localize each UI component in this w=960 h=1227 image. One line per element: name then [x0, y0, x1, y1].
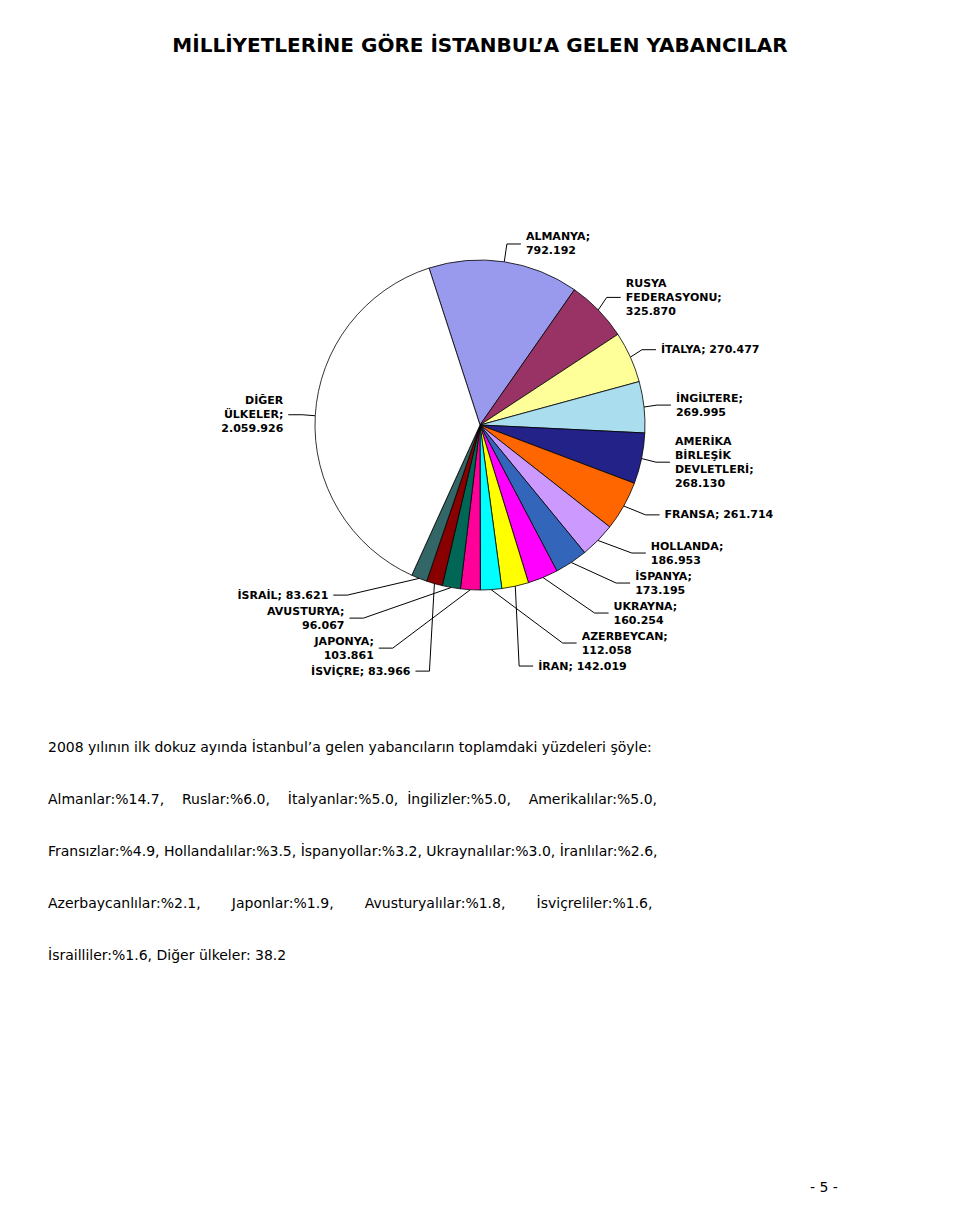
svg-text:112.058: 112.058	[582, 644, 632, 657]
svg-text:İTALYA; 270.477: İTALYA; 270.477	[661, 342, 760, 356]
svg-text:BİRLEŞİK: BİRLEŞİK	[675, 448, 731, 462]
svg-text:MİLLİYETLERİNE GÖRE İSTANBUL’A: MİLLİYETLERİNE GÖRE İSTANBUL’A GELEN YAB…	[172, 33, 787, 57]
svg-text:173.195: 173.195	[635, 584, 685, 597]
svg-text:AZERBEYCAN;: AZERBEYCAN;	[582, 630, 668, 643]
svg-text:ALMANYA;: ALMANYA;	[526, 230, 590, 243]
svg-text:DİĞER: DİĞER	[245, 393, 284, 407]
svg-text:İNGİLTERE;: İNGİLTERE;	[676, 391, 743, 405]
svg-text:İRAN; 142.019: İRAN; 142.019	[538, 659, 627, 673]
svg-text:AVUSTURYA;: AVUSTURYA;	[267, 605, 344, 618]
svg-text:İsrailliler:%1.6, Diğer ülkele: İsrailliler:%1.6, Diğer ülkeler: 38.2	[48, 946, 286, 963]
svg-text:Azerbaycanlılar:%2.1, Ja: Azerbaycanlılar:%2.1, Japonlar:%1.9, Avu…	[48, 894, 652, 911]
svg-text:ÜLKELER;: ÜLKELER;	[224, 407, 283, 421]
svg-text:2.059.926: 2.059.926	[221, 422, 283, 435]
svg-text:DEVLETLERİ;: DEVLETLERİ;	[675, 462, 754, 476]
svg-text:İSVİÇRE; 83.966: İSVİÇRE; 83.966	[311, 664, 411, 678]
svg-text:Almanlar:%14.7, Ruslar:%6.0: Almanlar:%14.7, Ruslar:%6.0, İtalyanlar:…	[48, 790, 657, 807]
svg-text:FEDERASYONU;: FEDERASYONU;	[626, 291, 722, 304]
svg-text:269.995: 269.995	[676, 406, 726, 419]
svg-text:- 5 -: - 5 -	[810, 1179, 838, 1195]
svg-text:268.130: 268.130	[675, 477, 725, 490]
svg-text:İSPANYA;: İSPANYA;	[635, 569, 692, 583]
svg-text:96.067: 96.067	[302, 619, 344, 632]
svg-text:186.953: 186.953	[651, 554, 701, 567]
svg-text:RUSYA: RUSYA	[626, 277, 667, 290]
svg-text:JAPONYA;: JAPONYA;	[314, 635, 374, 648]
svg-text:Fransızlar:%4.9, Hollandalılar: Fransızlar:%4.9, Hollandalılar:%3.5, İsp…	[48, 842, 658, 859]
svg-text:HOLLANDA;: HOLLANDA;	[651, 540, 724, 553]
svg-text:160.254: 160.254	[614, 614, 664, 627]
svg-text:AMERİKA: AMERİKA	[675, 434, 732, 448]
svg-text:UKRAYNA;: UKRAYNA;	[614, 600, 678, 613]
svg-text:İSRAİL; 83.621: İSRAİL; 83.621	[238, 588, 329, 602]
svg-text:2008 yılının ilk dokuz ayında: 2008 yılının ilk dokuz ayında İstanbul’a…	[48, 738, 652, 755]
svg-text:103.861: 103.861	[324, 649, 374, 662]
svg-text:792.192: 792.192	[526, 244, 576, 257]
svg-text:FRANSA; 261.714: FRANSA; 261.714	[665, 508, 774, 521]
svg-text:325.870: 325.870	[626, 305, 676, 318]
